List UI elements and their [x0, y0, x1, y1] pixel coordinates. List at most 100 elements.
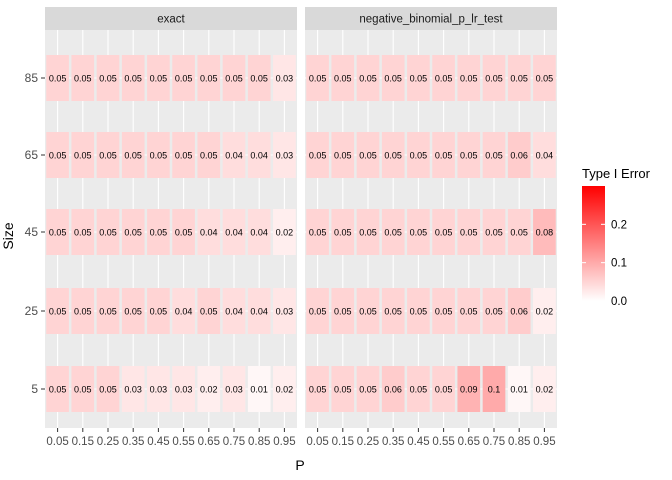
heatmap-tile — [121, 288, 145, 334]
heatmap-tile — [507, 55, 531, 101]
y-tick-label: 85 — [25, 71, 39, 85]
heatmap-tile — [197, 132, 221, 178]
heatmap-tile — [432, 132, 455, 178]
heatmap-tile — [507, 209, 531, 255]
heatmap-tile — [533, 55, 556, 101]
tile-value-label: 0.09 — [460, 385, 478, 395]
tile-value-label: 0.03 — [276, 151, 294, 161]
heatmap-tile — [121, 209, 145, 255]
tile-value-label: 0.05 — [460, 74, 478, 84]
tile-value-label: 0.05 — [175, 74, 193, 84]
tile-value-label: 0.05 — [124, 151, 142, 161]
tile-value-label: 0.05 — [309, 151, 327, 161]
y-tick-label: 5 — [31, 382, 38, 396]
heatmap-tile — [381, 132, 405, 178]
heatmap-tile — [273, 55, 296, 101]
tile-value-label: 0.04 — [225, 307, 243, 317]
tile-value-label: 0.05 — [485, 228, 503, 238]
color-legend: Type I Error 0.2 0.1 0.0 — [582, 166, 651, 308]
heatmap-tile — [172, 366, 195, 412]
tile-value-label: 0.05 — [435, 151, 453, 161]
tile-value-label: 0.05 — [309, 307, 327, 317]
tile-value-label: 0.05 — [150, 228, 168, 238]
tile-value-label: 0.05 — [435, 385, 453, 395]
tile-value-label: 0.05 — [410, 151, 428, 161]
heatmap-tile — [306, 288, 329, 334]
tile-value-label: 0.06 — [510, 307, 528, 317]
heatmap-tile — [356, 288, 380, 334]
tile-value-label: 0.05 — [334, 151, 352, 161]
x-tick-label: 0.45 — [407, 436, 429, 448]
tile-value-label: 0.05 — [359, 307, 377, 317]
heatmap-tile — [46, 209, 69, 255]
facet-strip — [305, 7, 557, 30]
heatmap-tile — [533, 288, 556, 334]
tile-value-label: 0.05 — [150, 151, 168, 161]
heatmap-tile — [121, 366, 145, 412]
tile-value-label: 0.04 — [250, 307, 268, 317]
tile-value-label: 0.05 — [124, 74, 142, 84]
tile-value-label: 0.04 — [250, 151, 268, 161]
x-tick-label: 0.75 — [223, 436, 245, 448]
tile-value-label: 0.03 — [225, 385, 243, 395]
tile-value-label: 0.03 — [124, 385, 142, 395]
tile-value-label: 0.05 — [49, 307, 67, 317]
tile-value-label: 0.05 — [384, 74, 402, 84]
tile-value-label: 0.05 — [510, 228, 528, 238]
tile-value-label: 0.05 — [124, 228, 142, 238]
heatmap-tile — [46, 55, 69, 101]
legend-colorbar — [582, 186, 605, 301]
heatmap-tile — [331, 288, 355, 334]
heatmap-tile — [507, 132, 531, 178]
tile-value-label: 0.05 — [250, 74, 268, 84]
tile-value-label: 0.05 — [410, 385, 428, 395]
tile-value-label: 0.05 — [485, 151, 503, 161]
heatmap-tile — [247, 132, 271, 178]
tile-value-label: 0.02 — [200, 385, 218, 395]
heatmap-tile — [482, 288, 506, 334]
heatmap-tile — [222, 288, 246, 334]
x-tick-label: 0.75 — [483, 436, 505, 448]
x-tick-label: 0.15 — [332, 436, 354, 448]
heatmap-tile — [71, 55, 95, 101]
tile-value-label: 0.05 — [74, 385, 92, 395]
x-tick-label: 0.25 — [357, 436, 379, 448]
heatmap-tile — [46, 288, 69, 334]
tile-value-label: 0.02 — [536, 385, 554, 395]
tile-value-label: 0.01 — [510, 385, 528, 395]
heatmap-tile — [533, 132, 556, 178]
heatmap-tile — [381, 209, 405, 255]
tile-value-label: 0.05 — [225, 74, 243, 84]
heatmap-tile — [147, 209, 170, 255]
heatmap-tile — [407, 55, 430, 101]
tile-value-label: 0.05 — [99, 151, 117, 161]
heatmap-tile — [533, 366, 556, 412]
tile-value-label: 0.05 — [124, 307, 142, 317]
tile-value-label: 0.04 — [200, 228, 218, 238]
heatmap-tile — [381, 288, 405, 334]
tile-value-label: 0.05 — [485, 74, 503, 84]
x-tick-label: 0.55 — [432, 436, 454, 448]
tile-value-label: 0.05 — [435, 307, 453, 317]
y-tick-label: 65 — [25, 148, 39, 162]
tile-value-label: 0.05 — [536, 74, 554, 84]
tile-value-label: 0.05 — [460, 151, 478, 161]
heatmap-tile — [172, 209, 195, 255]
heatmap-tile — [331, 209, 355, 255]
heatmap-tile — [197, 288, 221, 334]
heatmap-tile — [457, 55, 481, 101]
x-tick-label: 0.95 — [273, 436, 295, 448]
tile-value-label: 0.05 — [49, 151, 67, 161]
heatmap-tile — [147, 366, 170, 412]
tile-value-label: 0.02 — [276, 385, 294, 395]
heatmap-tile — [172, 288, 195, 334]
heatmap-tile — [172, 132, 195, 178]
facet-title: exact — [157, 14, 185, 26]
heatmap-tile — [507, 366, 531, 412]
heatmap-tile — [96, 366, 120, 412]
heatmap-tile — [197, 366, 221, 412]
facet-panel: negative_binomial_p_lr_test 0.05 0.05 0.05 0… — [305, 7, 557, 448]
heatmap-tile — [482, 55, 506, 101]
heatmap-tile — [71, 209, 95, 255]
tile-value-label: 0.03 — [150, 385, 168, 395]
